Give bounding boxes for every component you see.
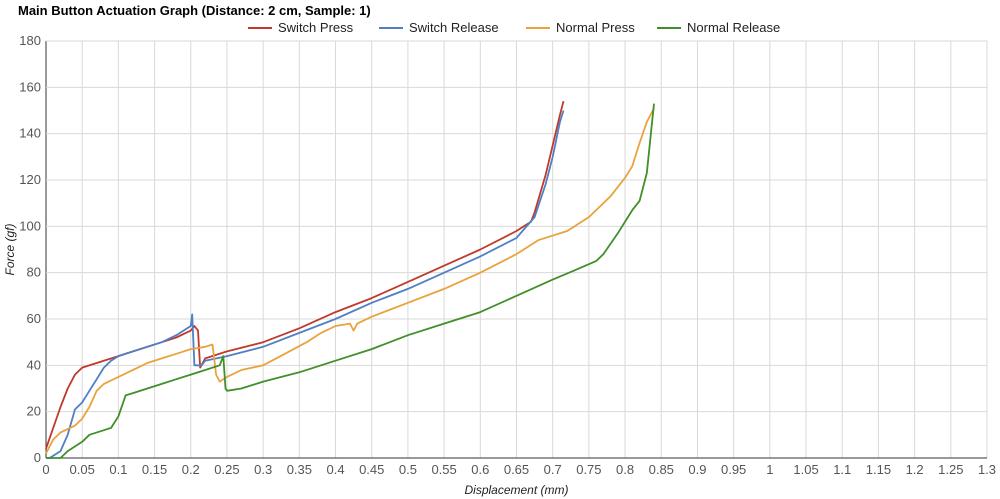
x-tick-label: 0.15 [142, 462, 167, 477]
series-line-normal-press [45, 107, 655, 454]
x-tick-label: 0.85 [649, 462, 674, 477]
y-tick-label: 120 [19, 172, 41, 187]
x-tick-label: 0.65 [504, 462, 529, 477]
y-tick-label: 80 [27, 265, 41, 280]
x-tick-label: 0.4 [326, 462, 344, 477]
series-line-switch-release [46, 110, 565, 459]
x-tick-label: 0.55 [431, 462, 456, 477]
x-tick-label: 0.8 [616, 462, 634, 477]
x-tick-label: 0 [42, 462, 49, 477]
y-tick-label: 100 [19, 218, 41, 233]
series-line-switch-press [45, 100, 565, 449]
y-tick-label: 40 [27, 357, 41, 372]
x-tick-label: 1.1 [833, 462, 851, 477]
x-tick-label: 1.3 [978, 462, 996, 477]
x-tick-label: 1 [766, 462, 773, 477]
x-tick-label: 1.05 [793, 462, 818, 477]
x-tick-label: 0.45 [359, 462, 384, 477]
x-tick-label: 0.7 [544, 462, 562, 477]
legend: Switch Press Switch Release Normal Press No… [248, 20, 780, 35]
x-tick-label: 0.3 [254, 462, 272, 477]
x-tick-label: 0.35 [287, 462, 312, 477]
x-tick-label: 0.25 [214, 462, 239, 477]
x-tick-label: 0.75 [576, 462, 601, 477]
y-axis-label: Force (gf) [3, 223, 17, 275]
x-tick-label: 1.25 [938, 462, 963, 477]
series-line-normal-release [46, 103, 655, 459]
legend-label: Normal Release [687, 20, 780, 35]
x-tick-label: 0.2 [182, 462, 200, 477]
legend-label: Switch Release [409, 20, 499, 35]
x-tick-label: 1.2 [906, 462, 924, 477]
y-tick-label: 180 [19, 33, 41, 48]
x-axis-label: Displacement (mm) [464, 483, 568, 497]
legend-item: Normal Press [526, 20, 635, 35]
grid [45, 40, 988, 459]
tick-labels: 0 0.05 0.1 0.15 0.2 0.25 0.3 0.35 0.4 0.45 0.5 0.55… [19, 33, 996, 477]
y-tick-label: 20 [27, 404, 41, 419]
legend-label: Switch Press [278, 20, 354, 35]
legend-label: Normal Press [556, 20, 635, 35]
series-lines [45, 100, 655, 459]
x-tick-label: 0.1 [109, 462, 127, 477]
x-tick-label: 0.95 [721, 462, 746, 477]
y-tick-label: 160 [19, 79, 41, 94]
legend-item: Switch Release [379, 20, 499, 35]
y-tick-label: 140 [19, 126, 41, 141]
x-tick-label: 0.6 [471, 462, 489, 477]
chart-title: Main Button Actuation Graph (Distance: 2… [18, 3, 371, 18]
x-tick-label: 0.9 [688, 462, 706, 477]
x-tick-label: 0.5 [399, 462, 417, 477]
legend-item: Normal Release [657, 20, 780, 35]
x-tick-label: 1.15 [866, 462, 891, 477]
legend-item: Switch Press [248, 20, 354, 35]
y-tick-label: 0 [34, 450, 41, 465]
x-tick-label: 0.05 [70, 462, 95, 477]
y-tick-label: 60 [27, 311, 41, 326]
